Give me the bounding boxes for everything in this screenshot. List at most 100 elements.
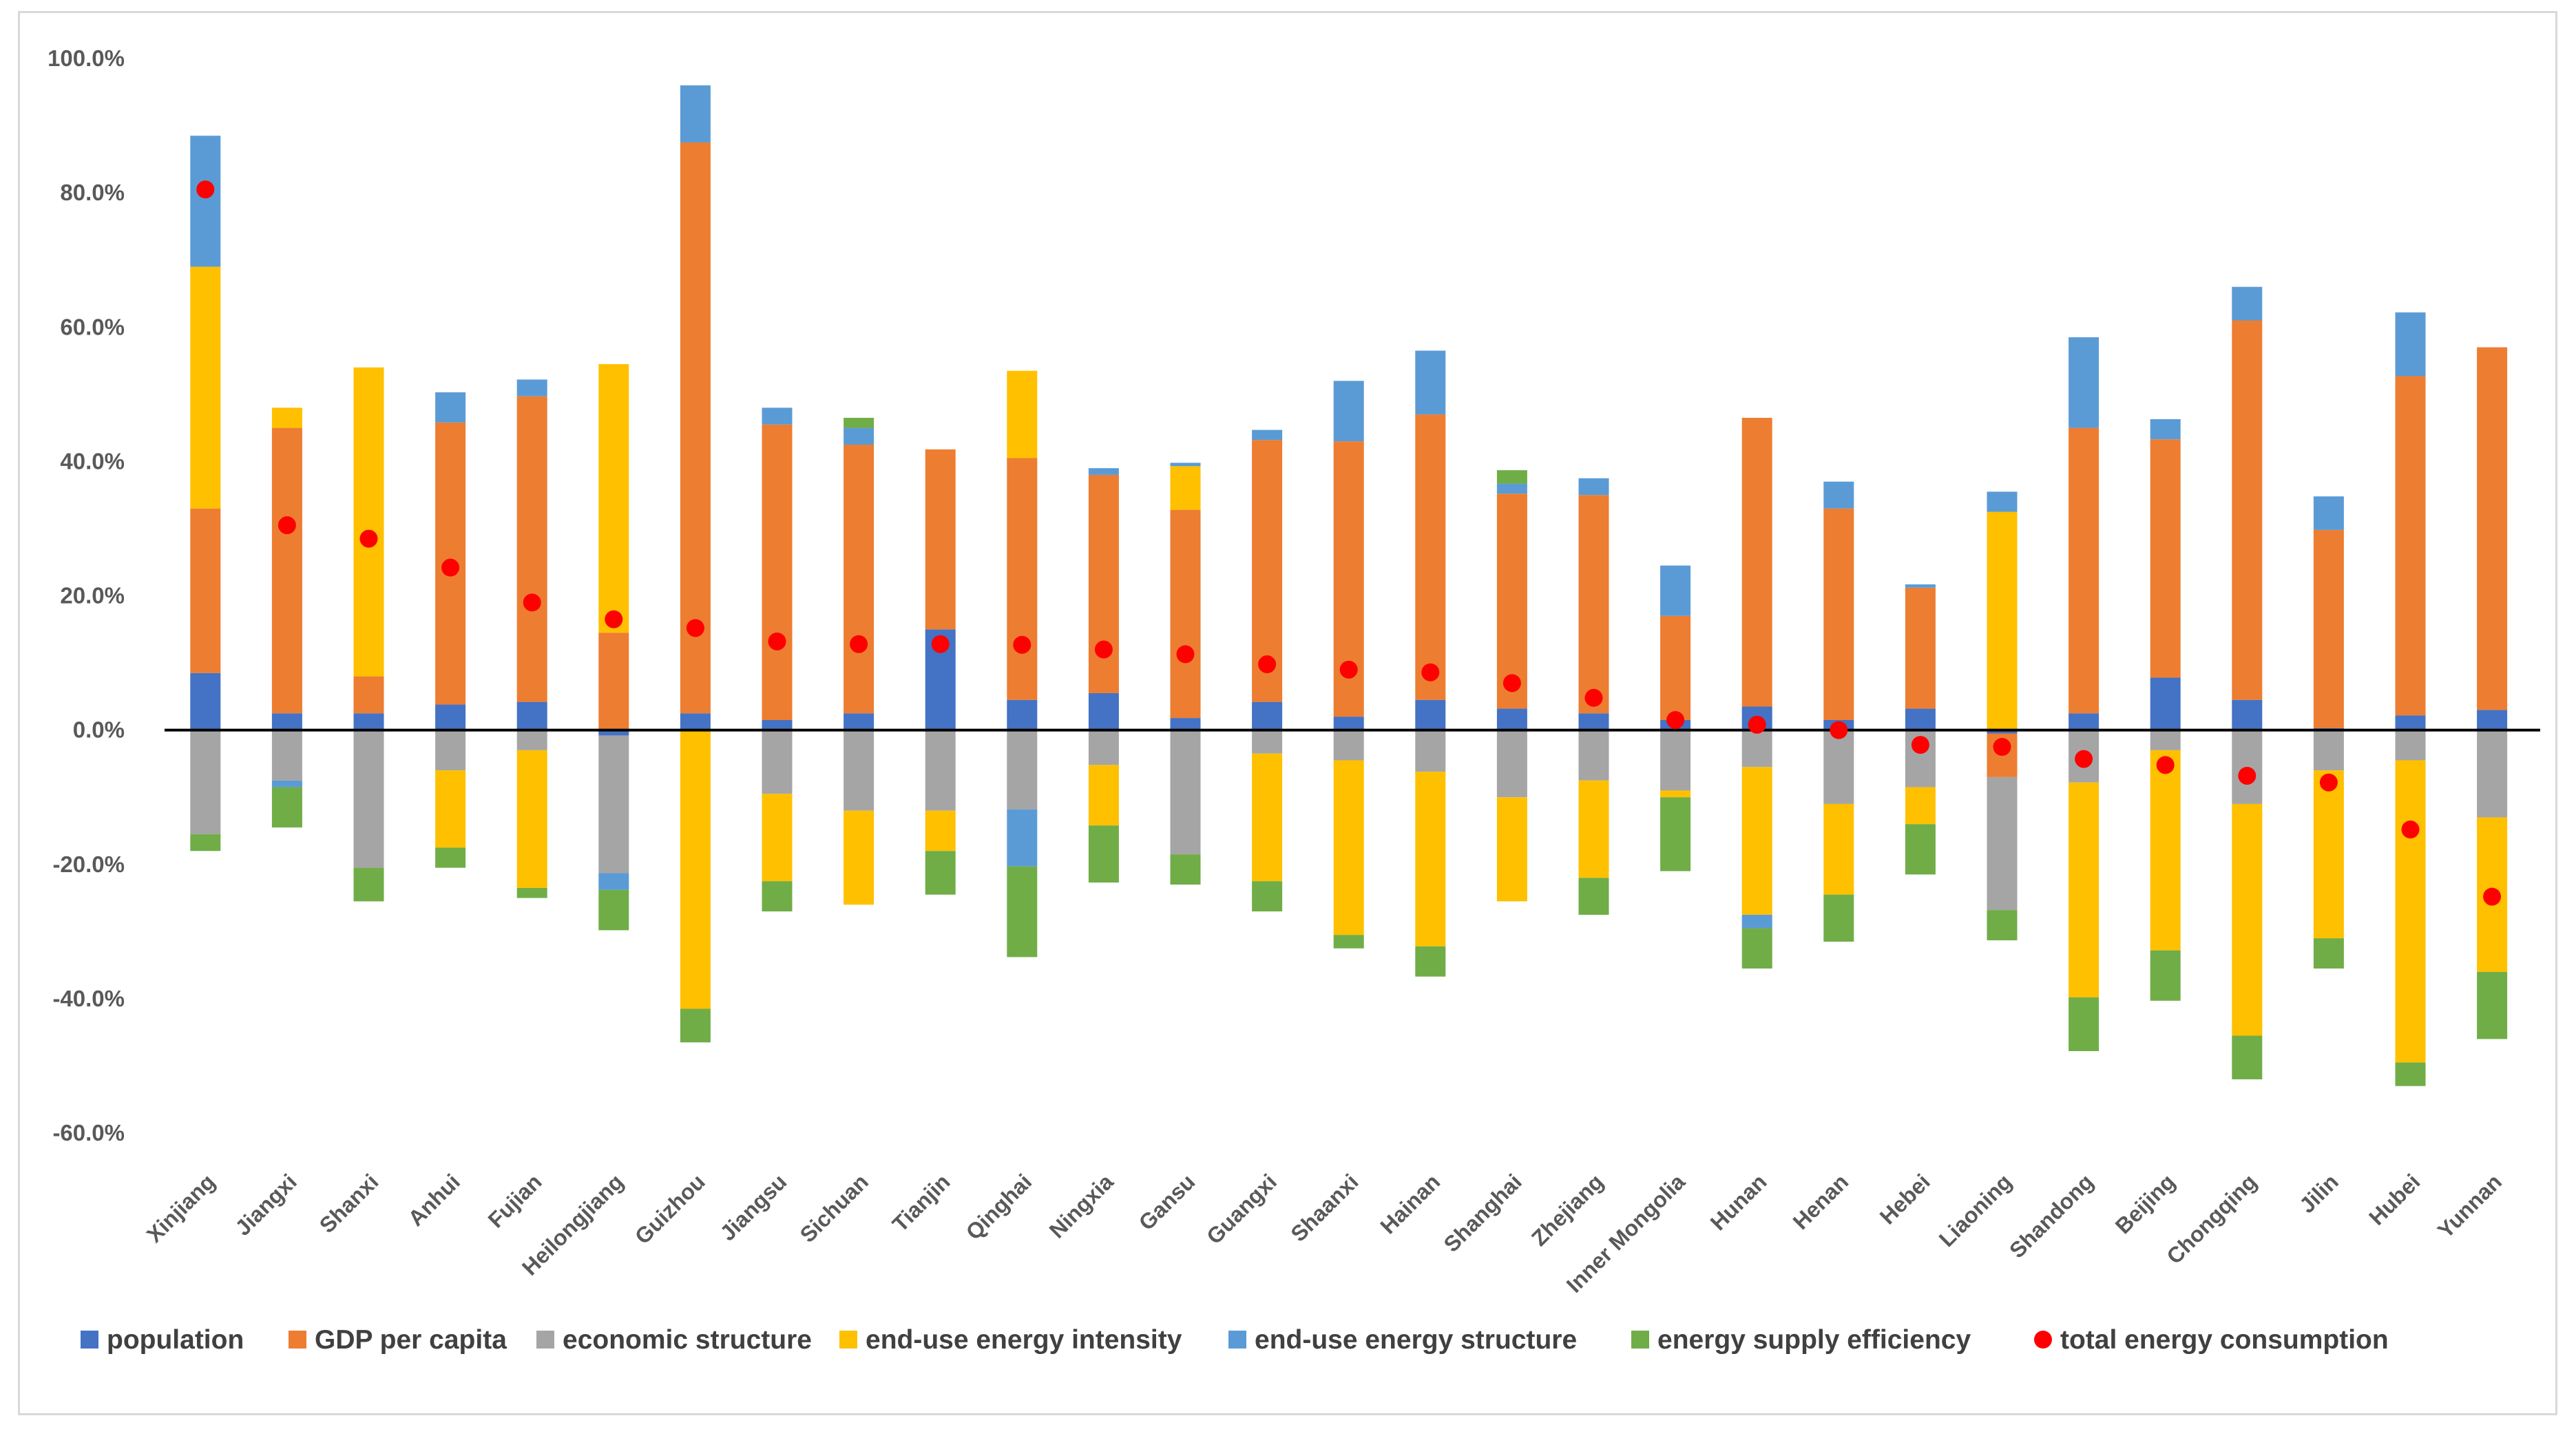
- total-marker: [931, 635, 950, 653]
- bar-segment-energy-supply-efficiency: [2069, 997, 2099, 1051]
- bar-segment-energy-supply-efficiency: [1170, 854, 1201, 885]
- bar-segment-energy-supply-efficiency: [1088, 825, 1119, 883]
- total-marker: [523, 593, 541, 612]
- bar-segment-economic-structure: [2313, 730, 2344, 771]
- total-marker: [2156, 756, 2175, 774]
- bar-segment-gdp-per-capita: [1496, 494, 1527, 709]
- x-category-label: Xinjiang: [142, 1169, 220, 1247]
- bar-segment-gdp-per-capita: [1088, 474, 1119, 693]
- bar-segment-population: [2477, 710, 2508, 730]
- total-marker: [196, 180, 215, 199]
- bar-segment-end-use-energy-intensity: [353, 367, 384, 677]
- bar-segment-gdp-per-capita: [2150, 439, 2181, 678]
- total-marker: [2401, 821, 2420, 839]
- bar-segment-economic-structure: [1252, 730, 1283, 754]
- bar-segment-population: [1252, 701, 1283, 730]
- bar-segment-gdp-per-capita: [2395, 376, 2426, 716]
- bar-segment-economic-structure: [1007, 730, 1038, 810]
- bar-segment-economic-structure: [190, 730, 221, 834]
- total-marker: [1421, 663, 1440, 681]
- total-marker: [441, 558, 460, 577]
- legend-swatch: [536, 1331, 554, 1349]
- bar-segment-end-use-energy-intensity: [1987, 511, 2018, 730]
- bar-segment-end-use-energy-structure: [762, 408, 793, 425]
- bar-segment-end-use-energy-structure: [1088, 468, 1119, 475]
- bar-segment-energy-supply-efficiency: [1578, 878, 1609, 915]
- x-category-label: Henan: [1788, 1169, 1854, 1234]
- bar-segment-end-use-energy-structure: [2069, 337, 2099, 428]
- bar-segment-end-use-energy-intensity: [2150, 750, 2181, 951]
- bar-segment-end-use-energy-intensity: [1415, 772, 1446, 947]
- bar-segment-population: [1578, 713, 1609, 730]
- y-tick-label: -60.0%: [52, 1120, 125, 1145]
- x-category-label: Guizhou: [630, 1169, 710, 1249]
- bar-segment-energy-supply-efficiency: [2395, 1062, 2426, 1086]
- x-category-label: Gansu: [1134, 1169, 1200, 1235]
- bar-segment-population: [1088, 692, 1119, 730]
- bar-segment-population: [1415, 699, 1446, 730]
- bar-segment-energy-supply-efficiency: [1741, 928, 1772, 969]
- y-tick-label: 60.0%: [60, 314, 125, 339]
- bar-segment-energy-supply-efficiency: [1905, 824, 1936, 875]
- bar-segment-gdp-per-capita: [1415, 414, 1446, 700]
- total-marker: [1748, 715, 1766, 734]
- x-category-label: Yunnan: [2433, 1169, 2506, 1243]
- x-category-label: Hebei: [1875, 1169, 1935, 1229]
- total-marker: [1176, 645, 1195, 664]
- bar-segment-end-use-energy-intensity: [1578, 780, 1609, 878]
- bar-segment-energy-supply-efficiency: [844, 417, 875, 428]
- bar-segment-population: [1496, 708, 1527, 730]
- bar-segment-economic-structure: [1170, 730, 1201, 855]
- bar-segment-gdp-per-capita: [2477, 347, 2508, 710]
- y-tick-label: 80.0%: [60, 180, 125, 205]
- bar-segment-gdp-per-capita: [1741, 417, 1772, 707]
- legend-swatch: [1228, 1331, 1246, 1349]
- chart-svg: 100.0% 80.0% 60.0% 40.0% 20.0% 0.0% -20.0% -40.…: [48, 45, 2540, 1355]
- total-marker: [1094, 640, 1113, 659]
- bar-segment-gdp-per-capita: [190, 508, 221, 673]
- bar-segment-energy-supply-efficiency: [1007, 866, 1038, 958]
- chart-frame: 100.0% 80.0% 60.0% 40.0% 20.0% 0.0% -20.0% -40.…: [18, 11, 2557, 1415]
- bar-segment-end-use-energy-structure: [516, 379, 547, 396]
- bar-segment-population: [1905, 708, 1936, 730]
- bar-segment-end-use-energy-structure: [2232, 286, 2263, 321]
- x-category-label: Sichuan: [795, 1169, 873, 1247]
- bar-segment-population: [1007, 699, 1038, 730]
- total-marker: [768, 632, 786, 651]
- bar-segment-economic-structure: [353, 730, 384, 868]
- bar-segment-population: [190, 673, 221, 730]
- bar-segment-population: [1170, 718, 1201, 730]
- bar-segment-end-use-energy-intensity: [2313, 770, 2344, 939]
- bar-segment-energy-supply-efficiency: [353, 867, 384, 902]
- bar-segment-economic-structure: [1088, 730, 1119, 765]
- bar-segment-energy-supply-efficiency: [1823, 894, 1854, 942]
- bar-segment-end-use-energy-intensity: [1333, 760, 1364, 935]
- bar-segment-economic-structure: [1415, 730, 1446, 772]
- legend-swatch: [839, 1331, 857, 1349]
- bar-segment-energy-supply-efficiency: [435, 847, 466, 868]
- legend-label: end-use energy structure: [1255, 1325, 1577, 1355]
- total-marker: [1339, 660, 1358, 679]
- bar-segment-economic-structure: [598, 735, 629, 874]
- bar-segment-end-use-energy-structure: [2395, 312, 2426, 377]
- bar-segment-economic-structure: [1496, 730, 1527, 798]
- bar-segment-economic-structure: [271, 730, 302, 781]
- bar-segment-gdp-per-capita: [353, 676, 384, 714]
- bar-segment-end-use-energy-intensity: [1823, 803, 1854, 895]
- bar-segment-economic-structure: [2395, 730, 2426, 761]
- total-marker: [1258, 655, 1277, 674]
- total-marker: [1993, 738, 2011, 757]
- bar-segment-gdp-per-capita: [1823, 508, 1854, 720]
- legend-swatch: [1631, 1331, 1649, 1349]
- bar-segment-gdp-per-capita: [1660, 615, 1691, 720]
- bar-segment-end-use-energy-structure: [190, 136, 221, 267]
- bar-segment-population: [1333, 717, 1364, 730]
- x-category-label: Qinghai: [961, 1169, 1037, 1245]
- bar-segment-end-use-energy-intensity: [844, 810, 875, 905]
- bar-segment-population: [435, 704, 466, 730]
- bar-segment-population: [680, 713, 711, 730]
- bar-segment-end-use-energy-structure: [2313, 496, 2344, 530]
- x-category-label: Shanghai: [1439, 1169, 1527, 1256]
- bar-segment-end-use-energy-intensity: [1088, 765, 1119, 826]
- bar-segment-economic-structure: [1741, 730, 1772, 768]
